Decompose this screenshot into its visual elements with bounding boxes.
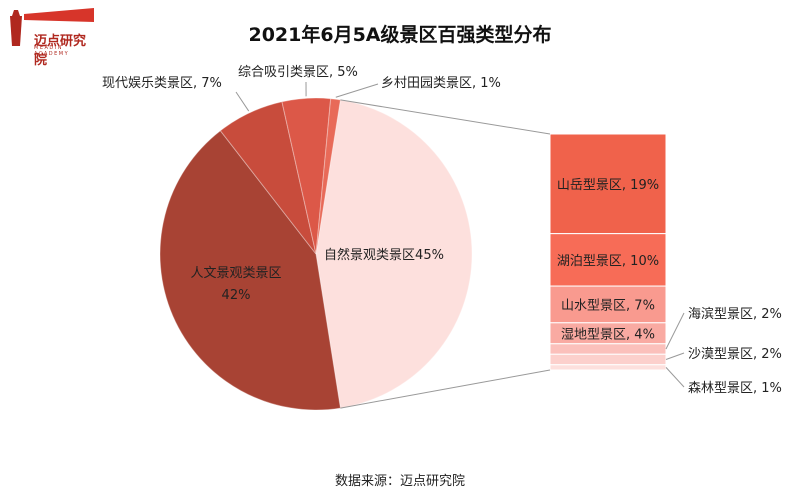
leader-line xyxy=(665,367,685,388)
pie-slice xyxy=(219,101,317,255)
brand-logo: 迈点研究院 MEADIN ACADEMY xyxy=(8,6,98,68)
bar-segment xyxy=(549,343,667,355)
pie-slice-label: 综合吸引类景区, 5% xyxy=(238,65,358,80)
logo-subtext: MEADIN ACADEMY xyxy=(34,45,70,57)
bar-segment-label: 海滨型景区, 2% xyxy=(688,306,782,322)
bar-segment xyxy=(549,353,667,366)
source-note: 数据来源：迈点研究院 xyxy=(334,474,465,489)
chart-title: 2021年6月5A级景区百强类型分布 xyxy=(248,24,552,46)
pie-slice-label: 乡村田园类景区, 1% xyxy=(381,76,501,91)
pie-slice xyxy=(159,130,341,411)
connector-line xyxy=(340,369,551,409)
bar-segment-label: 湿地型景区, 4% xyxy=(561,327,655,342)
bar-segment-label: 山水型景区, 7% xyxy=(561,298,655,313)
leader-line xyxy=(235,91,250,112)
lighthouse-icon xyxy=(10,8,94,46)
bar-segment-label: 森林型景区, 1% xyxy=(688,381,782,396)
pie-slice-label: 现代娱乐类景区, 7% xyxy=(102,76,222,91)
leader-line xyxy=(665,312,685,350)
bar-segment xyxy=(549,364,667,371)
pie-slice xyxy=(315,99,473,409)
bar-segment-label: 湖泊型景区, 10% xyxy=(557,254,659,269)
pie-slice-label: 自然景观类景区45% xyxy=(324,247,444,263)
pie-slice xyxy=(315,98,341,255)
pie-slice xyxy=(281,97,332,255)
logo-text: 迈点研究院 xyxy=(34,34,87,68)
leader-line xyxy=(665,352,685,360)
pie-slice-label: 人文景观类景区 42% xyxy=(190,266,281,303)
leader-line xyxy=(335,83,379,98)
bar-segment xyxy=(549,133,667,235)
bar-segment-label: 山岳型景区, 19% xyxy=(557,178,659,193)
bar-segment-label: 沙漠型景区, 2% xyxy=(688,347,782,362)
connector-line xyxy=(340,99,551,135)
